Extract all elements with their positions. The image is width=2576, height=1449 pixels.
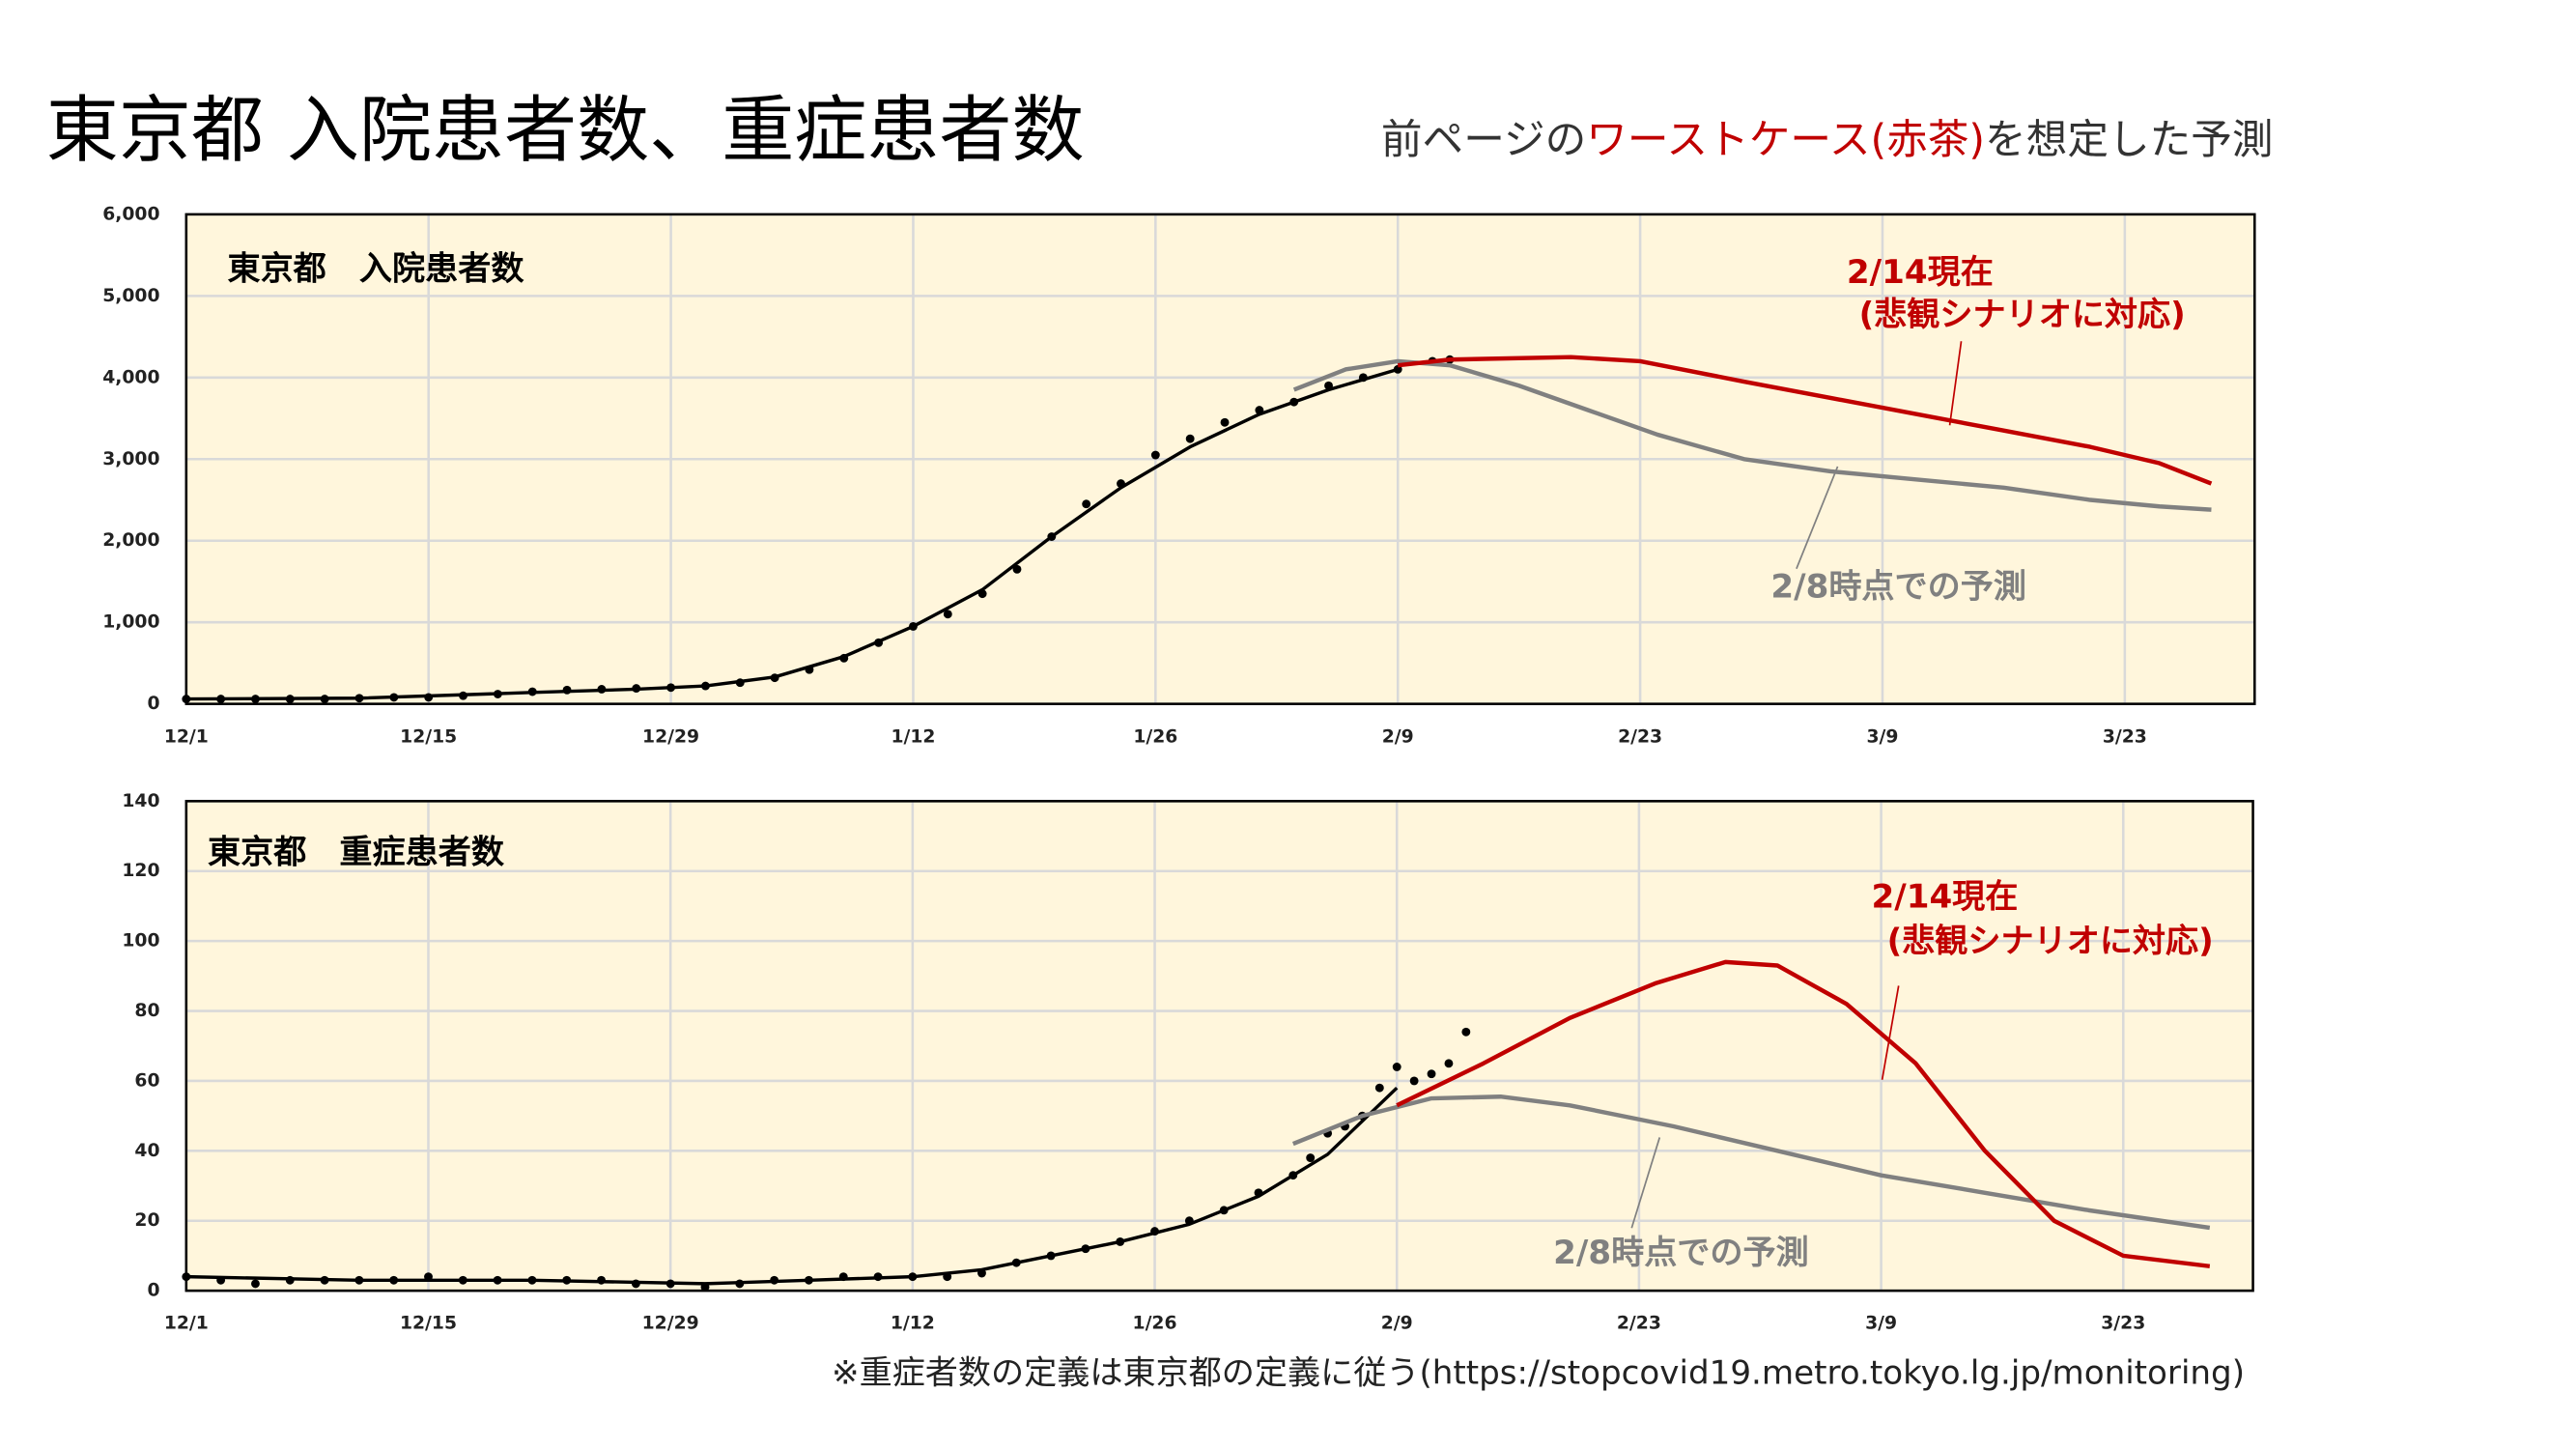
annotation-connector bbox=[1881, 985, 1900, 1080]
x-tick-label: 3/23 bbox=[2103, 726, 2147, 747]
x-tick-label: 1/12 bbox=[891, 1314, 935, 1334]
chart-title: 東京都 重症患者数 bbox=[208, 833, 505, 871]
x-tick-label: 12/1 bbox=[164, 1314, 209, 1334]
data-point bbox=[1306, 1153, 1316, 1163]
x-tick-label: 1/12 bbox=[891, 726, 935, 747]
x-tick-label: 2/23 bbox=[1618, 726, 1662, 747]
footnote: ※重症者数の定義は東京都の定義に従う(https://stopcovid19.m… bbox=[832, 1354, 2245, 1393]
x-tick-label: 1/26 bbox=[1133, 726, 1177, 747]
x-tick-label: 3/9 bbox=[1865, 1314, 1897, 1334]
annotation-connector bbox=[1630, 1137, 1661, 1229]
data-point bbox=[1220, 417, 1230, 427]
x-tick-label: 2/9 bbox=[1382, 726, 1414, 747]
y-tick-label: 5,000 bbox=[102, 286, 159, 306]
annotation-connector bbox=[1948, 341, 1963, 426]
x-tick-label: 12/29 bbox=[642, 1314, 699, 1334]
y-tick-label: 1,000 bbox=[102, 612, 159, 633]
data-point bbox=[1427, 1069, 1436, 1079]
chart-title: 東京都 入院患者数 bbox=[227, 249, 524, 288]
subtitle-part: ワーストケース(赤茶) bbox=[1586, 115, 1985, 163]
x-tick-label: 12/15 bbox=[400, 1314, 457, 1334]
annotation: 2/8時点での予測 bbox=[1770, 568, 2026, 607]
plot-border bbox=[184, 800, 2254, 1293]
data-point bbox=[1082, 499, 1091, 509]
data-point bbox=[1374, 1083, 1384, 1093]
annotation: 2/14現在 bbox=[1872, 878, 2019, 917]
y-tick-label: 2,000 bbox=[102, 530, 159, 551]
subtitle-part: 前ページの bbox=[1381, 115, 1586, 163]
annotation: (悲観シナリオに対応) bbox=[1859, 296, 2186, 334]
data-point bbox=[1012, 564, 1022, 574]
data-point bbox=[1409, 1076, 1419, 1086]
data-point bbox=[1392, 1063, 1401, 1071]
x-tick-label: 12/15 bbox=[400, 726, 457, 747]
x-tick-label: 3/23 bbox=[2101, 1314, 2145, 1334]
slide-title: 東京都 入院患者数、重症患者数 bbox=[46, 87, 1085, 172]
data-point bbox=[1461, 1027, 1471, 1037]
series-line bbox=[185, 1086, 1399, 1286]
annotation-connector bbox=[1796, 466, 1839, 570]
data-point bbox=[1150, 450, 1160, 460]
y-tick-label: 100 bbox=[122, 931, 159, 952]
x-tick-label: 12/1 bbox=[164, 726, 209, 747]
y-tick-label: 140 bbox=[122, 791, 159, 811]
plot-area bbox=[185, 801, 2253, 1292]
series-line bbox=[1291, 1094, 2211, 1231]
y-tick-label: 120 bbox=[122, 861, 159, 881]
series-line bbox=[1292, 358, 2212, 512]
data-point bbox=[251, 1279, 260, 1289]
annotation: 2/14現在 bbox=[1847, 253, 1994, 292]
x-tick-label: 1/26 bbox=[1133, 1314, 1177, 1334]
x-tick-label: 2/23 bbox=[1617, 1314, 1661, 1334]
annotation: (悲観シナリオに対応) bbox=[1887, 923, 2214, 961]
x-tick-label: 2/9 bbox=[1381, 1314, 1413, 1334]
data-point bbox=[943, 610, 952, 619]
x-tick-label: 3/9 bbox=[1867, 726, 1899, 747]
x-tick-label: 12/29 bbox=[642, 726, 699, 747]
data-point bbox=[1185, 434, 1195, 443]
y-tick-label: 60 bbox=[134, 1070, 159, 1091]
annotation: 2/8時点での予測 bbox=[1553, 1234, 1809, 1272]
y-tick-label: 6,000 bbox=[102, 204, 159, 224]
data-point bbox=[1444, 1059, 1454, 1068]
y-tick-label: 0 bbox=[147, 1281, 159, 1301]
series-line bbox=[1397, 355, 2213, 486]
subtitle-part: を想定した予測 bbox=[1985, 115, 2273, 163]
y-tick-label: 80 bbox=[134, 1001, 159, 1021]
subtitle: 前ページのワーストケース(赤茶)を想定した予測 bbox=[1381, 115, 2274, 163]
y-tick-label: 3,000 bbox=[102, 449, 159, 469]
series-line bbox=[1396, 959, 2211, 1268]
y-tick-label: 0 bbox=[147, 694, 159, 714]
y-tick-label: 20 bbox=[134, 1210, 159, 1231]
plot-border bbox=[184, 213, 2256, 705]
y-tick-label: 40 bbox=[134, 1141, 159, 1161]
y-tick-label: 4,000 bbox=[102, 367, 159, 387]
series-line bbox=[185, 367, 1399, 701]
